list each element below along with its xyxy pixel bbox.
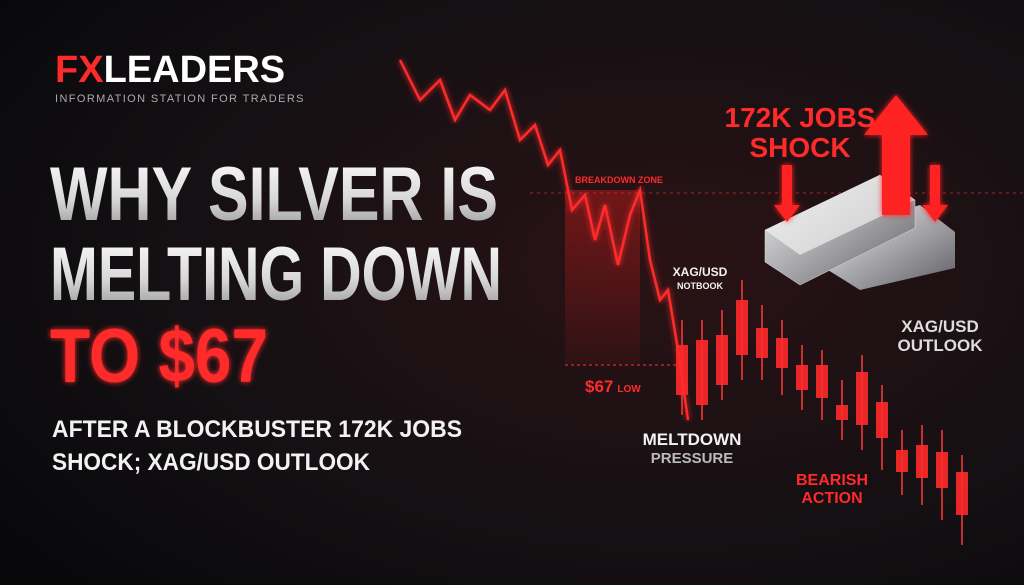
outlook-label-1: XAG/USD [901, 317, 978, 336]
candlesticks [676, 280, 968, 545]
candle-body [956, 472, 968, 515]
notebook-label-2: NOTBOOK [677, 281, 723, 291]
candle-body [836, 405, 848, 420]
candle-body [676, 345, 688, 395]
logo-fx: FX [55, 49, 104, 91]
headline-1: WHY SILVER IS [50, 152, 498, 237]
bearish-label-1: BEARISH [796, 472, 868, 489]
low-word: LOW [617, 384, 641, 395]
headline-3: TO $67 [50, 314, 268, 399]
headline-2: MELTING DOWN [50, 232, 502, 317]
candle-body [696, 340, 708, 405]
subtitle-2: SHOCK; XAG/USD OUTLOOK [52, 449, 371, 476]
outlook-label-2: OUTLOOK [898, 336, 984, 355]
candle-body [936, 452, 948, 488]
candle-body [916, 445, 928, 478]
tagline: INFORMATION STATION FOR TRADERS [55, 93, 305, 105]
candle-body [796, 365, 808, 390]
silver-bars [764, 174, 955, 290]
price-line [398, 59, 690, 421]
logo-leaders: LEADERS [104, 49, 286, 91]
candle-body [896, 450, 908, 472]
candle-body [816, 365, 828, 398]
meltdown-label-1: MELTDOWN [643, 430, 742, 449]
candle-body [756, 328, 768, 358]
arrows [774, 95, 948, 222]
candle-body [776, 338, 788, 368]
breakdown-zone [565, 190, 640, 365]
candle-body [876, 402, 888, 438]
jobs-label-2: SHOCK [749, 132, 850, 163]
jobs-label-1: 172K JOBS [725, 102, 876, 133]
breakdown-label: BREAKDOWN ZONE [575, 175, 663, 185]
meltdown-label-2: PRESSURE [651, 450, 734, 467]
notebook-label-1: XAG/USD [673, 265, 728, 279]
bearish-label-2: ACTION [801, 490, 862, 507]
subtitle-1: AFTER A BLOCKBUSTER 172K JOBS [52, 416, 462, 443]
low-label: $67 LOW [585, 377, 641, 396]
candle-body [716, 335, 728, 385]
candle-body [736, 300, 748, 355]
low-price: $67 [585, 377, 613, 396]
logo: FXLEADERS [55, 49, 285, 91]
candle-body [856, 372, 868, 425]
